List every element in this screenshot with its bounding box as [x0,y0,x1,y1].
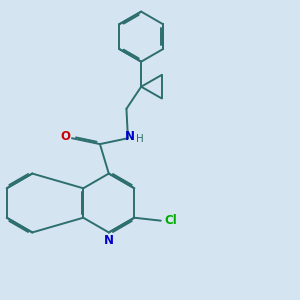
Text: Cl: Cl [164,214,177,227]
Text: N: N [104,234,114,247]
Text: O: O [61,130,70,143]
Text: H: H [136,134,144,144]
Text: N: N [124,130,134,143]
